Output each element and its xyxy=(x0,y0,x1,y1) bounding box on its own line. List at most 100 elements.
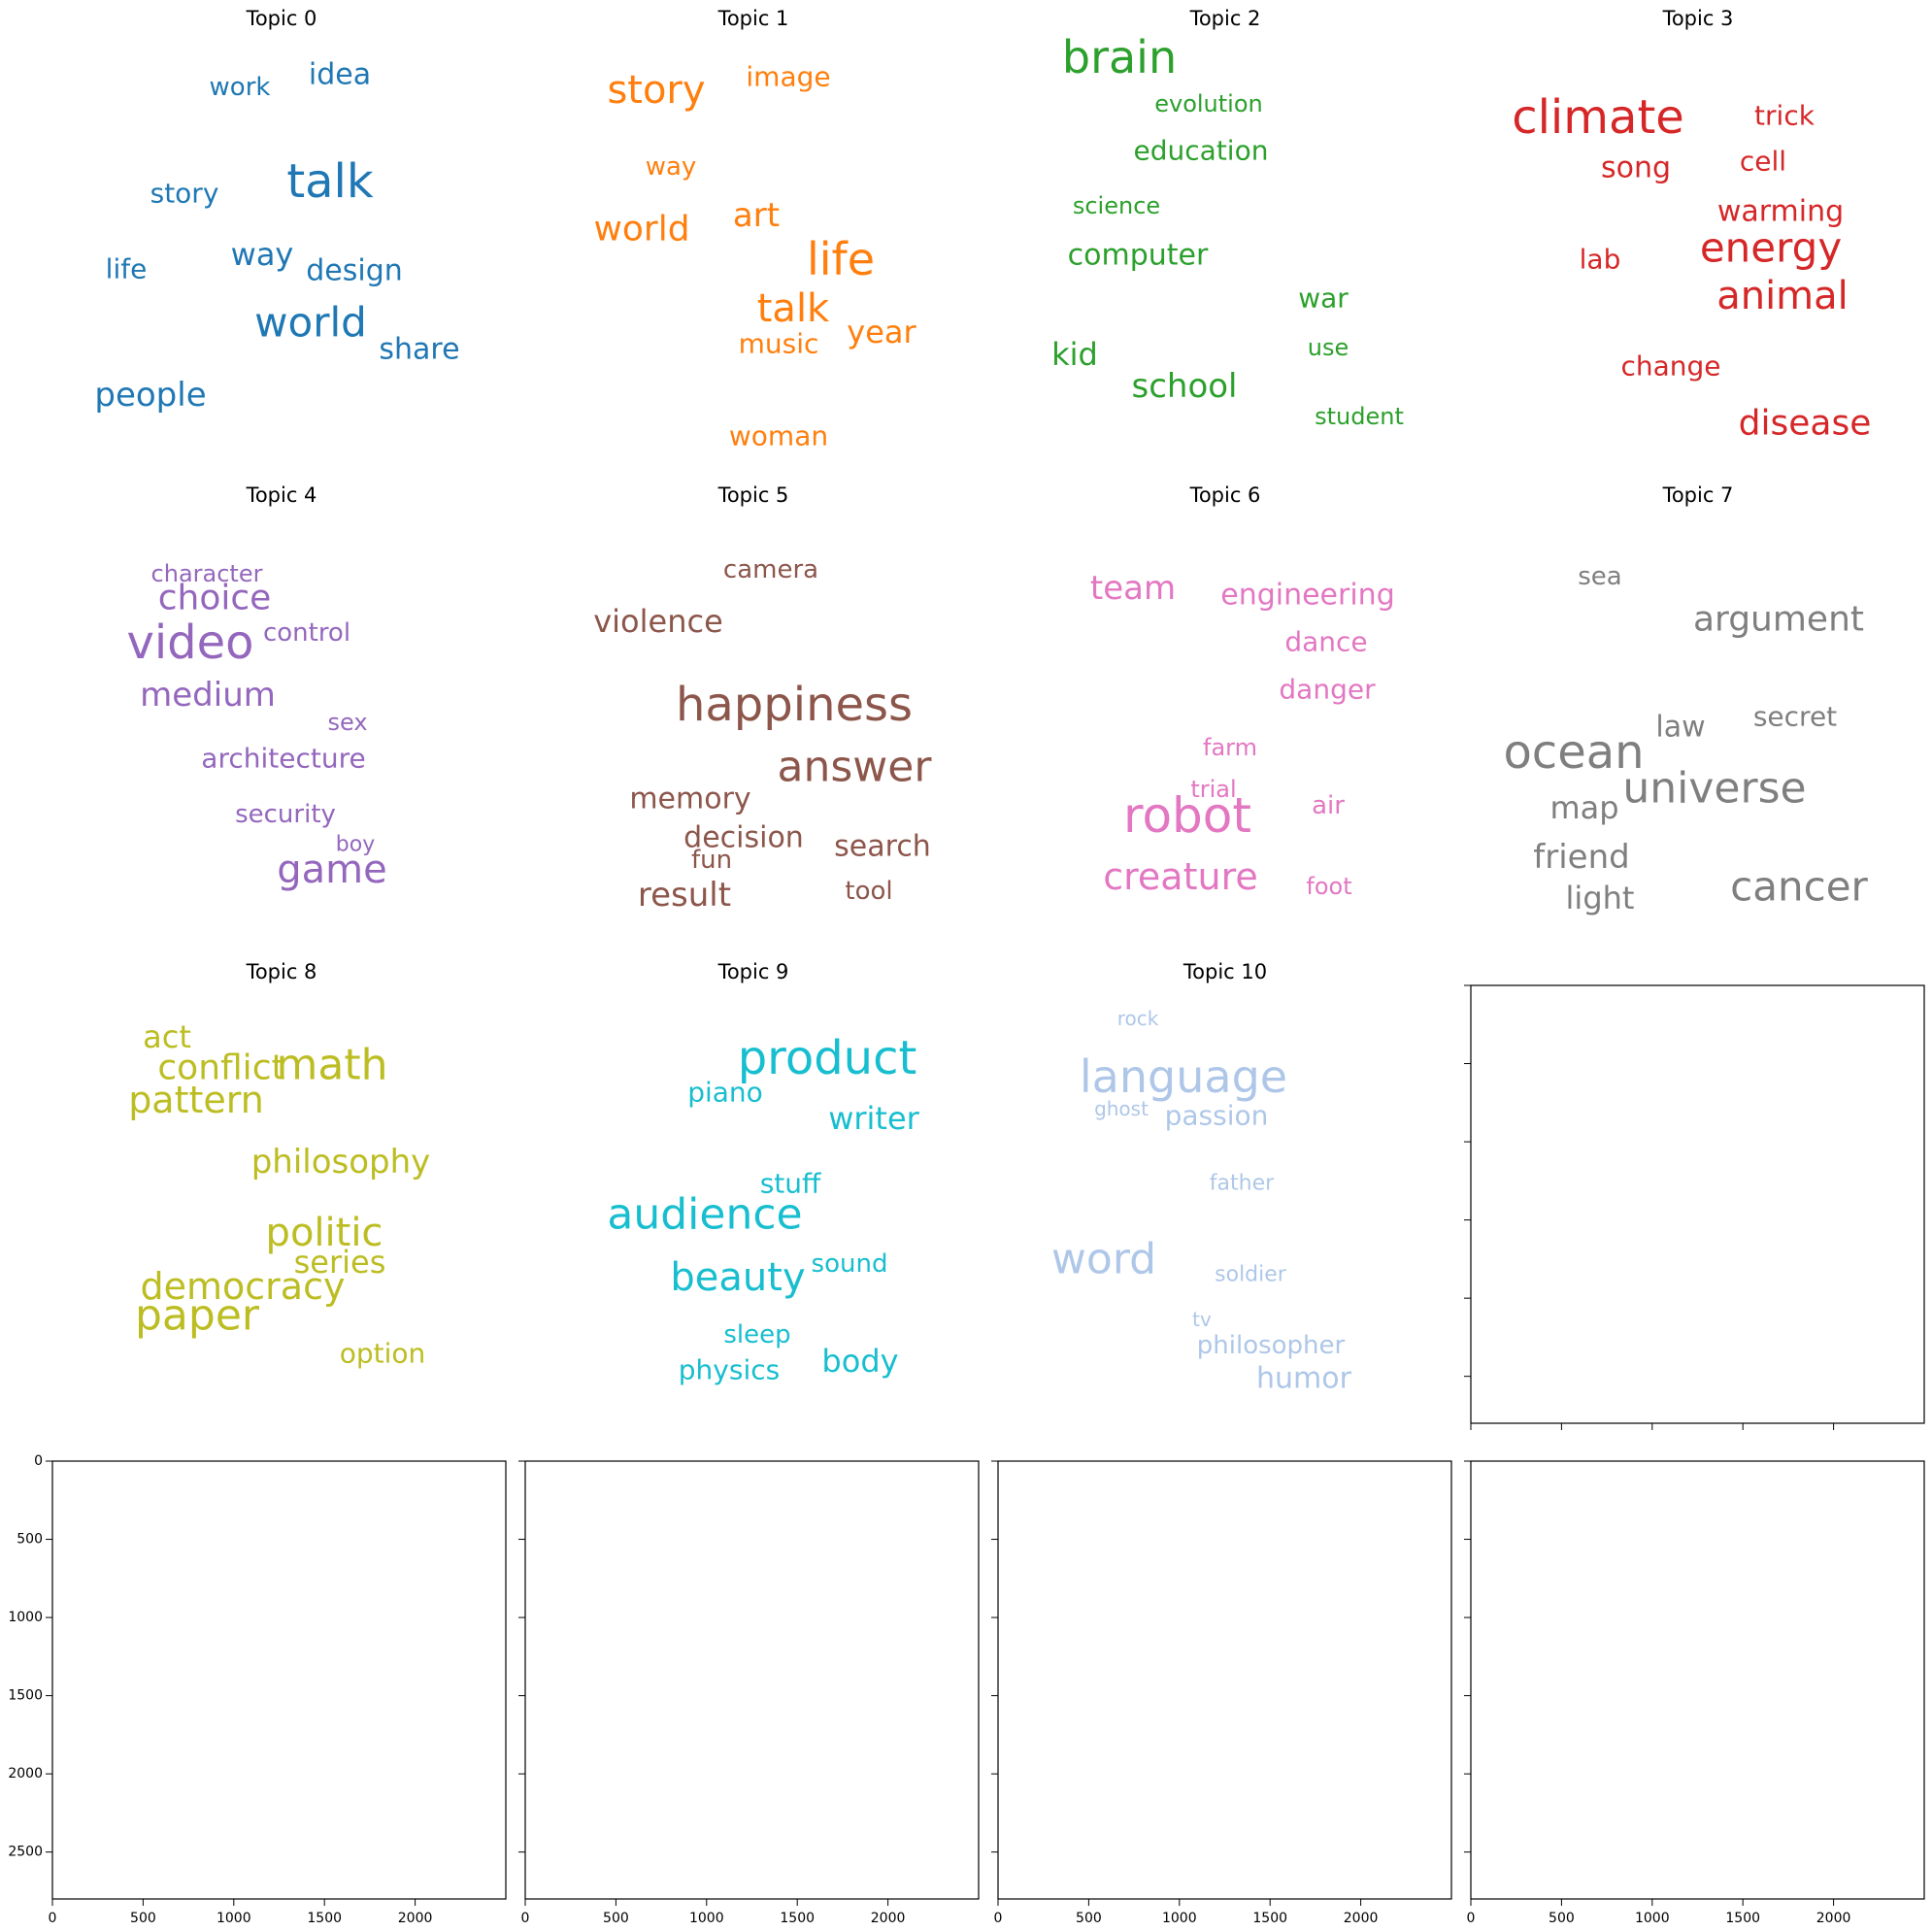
word-creature: creature xyxy=(1103,855,1258,898)
word-dance: dance xyxy=(1284,626,1367,658)
word-farm: farm xyxy=(1203,734,1257,761)
x-tick-label: 500 xyxy=(603,1911,629,1926)
word-song: song xyxy=(1601,151,1671,185)
word-engineering: engineering xyxy=(1220,579,1395,613)
word-universe: universe xyxy=(1622,764,1806,814)
panel-title: Topic 4 xyxy=(246,483,317,507)
word-option: option xyxy=(340,1338,426,1370)
word-share: share xyxy=(379,333,459,367)
panel-title: Topic 5 xyxy=(717,483,789,507)
wordcloud-panel-topic-0: Topic 0 talk world people way design share idea… xyxy=(94,7,459,415)
wordcloud-panel-topic-9: Topic 9 product audience beauty writer body pi… xyxy=(607,960,919,1386)
word-robot: robot xyxy=(1123,787,1251,844)
word-answer: answer xyxy=(778,743,933,792)
word-cancer: cancer xyxy=(1730,863,1868,911)
word-piano: piano xyxy=(687,1077,763,1109)
word-work: work xyxy=(210,73,271,102)
word-father: father xyxy=(1210,1172,1275,1196)
x-tick-label: 1000 xyxy=(1162,1911,1197,1926)
word-kid: kid xyxy=(1051,336,1098,373)
word-tool: tool xyxy=(845,877,892,906)
word-science: science xyxy=(1073,192,1160,219)
panel-title: Topic 2 xyxy=(1189,7,1261,30)
x-tick-label: 2000 xyxy=(871,1911,906,1926)
word-fun: fun xyxy=(691,846,732,875)
x-tick-label: 1000 xyxy=(1635,1911,1670,1926)
empty-axes-2: 0 500 1000 1500 2000 0 500 1000 1500 2000 2500 xyxy=(8,1453,507,1926)
word-way: way xyxy=(231,236,294,273)
word-lab: lab xyxy=(1580,244,1621,276)
word-video: video xyxy=(126,616,253,670)
x-tick-label: 0 xyxy=(49,1911,57,1926)
wordcloud-panel-topic-10: Topic 10 language word passion humorphilosop… xyxy=(1051,960,1352,1396)
word-world: world xyxy=(593,210,689,250)
word-camera: camera xyxy=(723,555,818,584)
y-tick-label: 1500 xyxy=(8,1688,43,1704)
x-tick-label: 2000 xyxy=(1816,1911,1851,1926)
word-talk: talk xyxy=(286,154,374,209)
word-energy: energy xyxy=(1700,224,1842,272)
word-boy: boy xyxy=(336,833,375,857)
word-use: use xyxy=(1308,334,1349,361)
empty-axes: 0 500 1000 1500 2000 0 500 1000 1500 2000 2500 0 500… xyxy=(8,984,1925,1926)
word-team: team xyxy=(1090,569,1176,608)
word-search: search xyxy=(834,830,931,864)
word-politic: politic xyxy=(266,1211,383,1255)
panel-title: Topic 8 xyxy=(246,960,317,983)
word-law: law xyxy=(1655,711,1705,745)
x-tick-label: 1000 xyxy=(689,1911,724,1926)
word-music: music xyxy=(739,328,819,360)
y-tick-label: 2000 xyxy=(8,1766,43,1781)
word-rock: rock xyxy=(1117,1007,1159,1030)
y-tick-label: 2500 xyxy=(8,1845,43,1860)
wordcloud-panel-topic-2: Topic 2 brain school kid computer education wa… xyxy=(1051,7,1404,430)
wordcloud-panels: Topic 0 talk world people way design share idea… xyxy=(94,7,1871,1396)
panel-title: Topic 6 xyxy=(1189,483,1261,507)
word-tv: tv xyxy=(1192,1308,1212,1331)
word-war: war xyxy=(1298,283,1349,315)
x-tick-label: 0 xyxy=(521,1911,530,1926)
wordcloud-panel-topic-5: Topic 5 happiness answer violence result deci… xyxy=(593,483,932,915)
word-physics: physics xyxy=(679,1354,780,1386)
axes-frame xyxy=(524,1460,980,1900)
x-tick-label: 2000 xyxy=(1344,1911,1379,1926)
x-tick-label: 500 xyxy=(130,1911,156,1926)
word-body: body xyxy=(821,1343,898,1380)
word-life: life xyxy=(807,233,875,285)
word-philosophy: philosophy xyxy=(251,1143,431,1182)
axes-frame xyxy=(51,1460,507,1900)
word-language: language xyxy=(1080,1050,1287,1103)
word-life: life xyxy=(106,253,148,285)
word-art: art xyxy=(733,196,780,235)
word-way: way xyxy=(646,152,697,182)
word-brain: brain xyxy=(1062,31,1177,83)
word-argument: argument xyxy=(1693,600,1864,640)
panel-title: Topic 7 xyxy=(1662,483,1734,507)
empty-axes-3: 0 500 1000 1500 2000 xyxy=(518,1460,980,1926)
wordcloud-panel-topic-6: Topic 6 robot creature team engineering dance… xyxy=(1090,483,1395,900)
panel-title: Topic 10 xyxy=(1183,960,1267,983)
word-climate: climate xyxy=(1512,90,1684,145)
word-air: air xyxy=(1312,791,1345,820)
word-control: control xyxy=(263,618,350,648)
word-humor: humor xyxy=(1256,1362,1352,1396)
word-disease: disease xyxy=(1739,404,1872,444)
x-tick-label: 1500 xyxy=(1252,1911,1287,1926)
y-tick-label: 1000 xyxy=(8,1610,43,1625)
word-world: world xyxy=(254,299,367,347)
word-ghost: ghost xyxy=(1094,1097,1149,1120)
word-decision: decision xyxy=(683,821,804,855)
x-tick-label: 1500 xyxy=(780,1911,815,1926)
word-sex: sex xyxy=(327,709,367,736)
word-character: character xyxy=(151,560,263,587)
y-tick-label: 500 xyxy=(17,1532,43,1548)
word-school: school xyxy=(1131,367,1237,406)
word-soldier: soldier xyxy=(1215,1263,1287,1287)
axes-frame xyxy=(997,1460,1452,1900)
empty-axes-4: 0 500 1000 1500 2000 xyxy=(991,1460,1452,1926)
word-violence: violence xyxy=(593,603,723,640)
word-evolution: evolution xyxy=(1154,90,1263,117)
word-passion: passion xyxy=(1165,1100,1269,1132)
